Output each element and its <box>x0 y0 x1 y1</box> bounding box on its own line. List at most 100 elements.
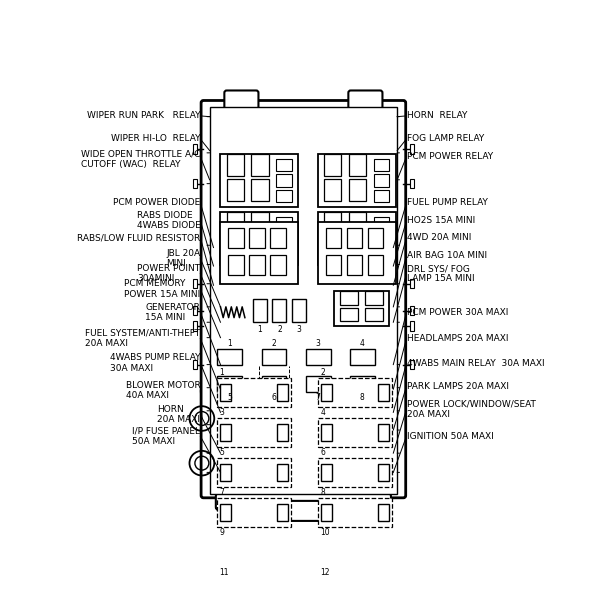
Bar <box>324 212 342 233</box>
Bar <box>347 229 362 248</box>
Bar <box>276 190 292 202</box>
Bar <box>334 292 390 326</box>
Bar <box>374 190 390 202</box>
Bar <box>253 299 267 322</box>
Bar <box>252 212 269 233</box>
Bar <box>378 464 389 481</box>
Text: AIR BAG 10A MINI: AIR BAG 10A MINI <box>407 251 487 260</box>
Bar <box>340 308 358 322</box>
Bar <box>220 424 231 441</box>
Bar <box>378 544 389 561</box>
Text: IGNITION 50A MAXI: IGNITION 50A MAXI <box>407 432 494 441</box>
Bar <box>374 248 390 260</box>
Bar <box>324 179 342 200</box>
Text: HORN
20A MAXI: HORN 20A MAXI <box>157 405 200 424</box>
Bar <box>305 349 330 365</box>
Text: 7: 7 <box>220 488 224 497</box>
Text: JBL 20A
MINI: JBL 20A MINI <box>166 248 200 268</box>
Bar <box>326 255 342 275</box>
Bar <box>318 377 392 407</box>
Bar <box>318 418 392 447</box>
Text: HEADLAMPS 20A MAXI: HEADLAMPS 20A MAXI <box>407 334 509 343</box>
Bar <box>368 229 383 248</box>
Bar <box>374 159 390 172</box>
Bar <box>227 212 244 233</box>
Text: 7: 7 <box>316 393 320 402</box>
Bar <box>350 376 375 392</box>
Bar <box>349 237 366 259</box>
Bar <box>217 377 291 407</box>
Bar <box>410 360 414 369</box>
Bar <box>292 299 305 322</box>
Text: WIPER RUN PARK   RELAY: WIPER RUN PARK RELAY <box>87 112 200 121</box>
Text: 9: 9 <box>220 528 224 537</box>
Bar <box>249 229 265 248</box>
Bar <box>365 290 383 305</box>
Bar <box>378 384 389 401</box>
Bar <box>217 458 291 487</box>
Text: 2: 2 <box>272 338 276 347</box>
Bar <box>276 248 292 260</box>
Bar <box>318 498 392 527</box>
Text: WIPER HI-LO  RELAY: WIPER HI-LO RELAY <box>111 134 200 143</box>
Bar <box>378 584 389 600</box>
Text: DRL SYS/ FOG
LAMP 15A MINI: DRL SYS/ FOG LAMP 15A MINI <box>407 264 475 283</box>
Bar <box>220 154 298 207</box>
Bar <box>318 538 392 567</box>
Bar <box>374 232 390 244</box>
Bar <box>318 212 395 265</box>
Bar <box>318 578 392 600</box>
Bar <box>220 464 231 481</box>
Bar <box>318 458 392 487</box>
Bar <box>252 154 269 176</box>
Bar <box>326 229 342 248</box>
Text: GENERATOR
15A MINI: GENERATOR 15A MINI <box>146 302 200 322</box>
Bar <box>410 322 414 331</box>
Bar <box>318 222 395 284</box>
Bar <box>252 179 269 200</box>
Bar <box>305 376 330 392</box>
Text: WIDE OPEN THROTTLE A/C
CUTOFF (WAC)  RELAY: WIDE OPEN THROTTLE A/C CUTOFF (WAC) RELA… <box>81 149 200 169</box>
Bar <box>270 255 285 275</box>
Bar <box>277 384 288 401</box>
Bar <box>192 145 197 154</box>
Text: 2: 2 <box>320 368 325 377</box>
Text: 12: 12 <box>320 568 330 577</box>
FancyBboxPatch shape <box>234 501 372 521</box>
Text: PARK LAMPS 20A MAXI: PARK LAMPS 20A MAXI <box>407 382 509 391</box>
Bar <box>321 424 332 441</box>
Bar <box>217 498 291 527</box>
Text: PCM POWER DIODE: PCM POWER DIODE <box>113 199 200 208</box>
Text: 5: 5 <box>220 448 224 457</box>
Text: 4WABS MAIN RELAY  30A MAXI: 4WABS MAIN RELAY 30A MAXI <box>407 359 545 368</box>
Bar <box>217 578 291 600</box>
Text: FOG LAMP RELAY: FOG LAMP RELAY <box>407 134 484 143</box>
Bar <box>410 145 414 154</box>
Text: 3: 3 <box>316 338 320 347</box>
Text: 4WABS PUMP RELAY
30A MAXI: 4WABS PUMP RELAY 30A MAXI <box>110 353 200 373</box>
Text: 3: 3 <box>297 325 301 334</box>
Bar <box>410 179 414 188</box>
Text: FUEL PUMP RELAY: FUEL PUMP RELAY <box>407 199 488 208</box>
Bar <box>220 222 298 284</box>
Text: POWER LOCK/WINDOW/SEAT
20A MAXI: POWER LOCK/WINDOW/SEAT 20A MAXI <box>407 400 536 419</box>
Bar <box>276 232 292 244</box>
Bar <box>192 306 197 316</box>
Bar <box>277 504 288 521</box>
Bar <box>410 306 414 316</box>
Bar <box>324 237 342 259</box>
Text: BLOWER MOTOR
40A MAXI: BLOWER MOTOR 40A MAXI <box>126 381 200 400</box>
Bar <box>220 504 231 521</box>
Bar <box>277 464 288 481</box>
Text: 4: 4 <box>360 338 365 347</box>
Bar <box>227 179 244 200</box>
FancyBboxPatch shape <box>201 100 406 498</box>
Bar <box>229 255 244 275</box>
Bar <box>192 279 197 289</box>
Text: 3: 3 <box>220 408 224 417</box>
Bar <box>217 418 291 447</box>
Text: 1: 1 <box>227 338 232 347</box>
Bar <box>349 154 366 176</box>
Bar <box>229 229 244 248</box>
Text: 2: 2 <box>277 325 282 334</box>
